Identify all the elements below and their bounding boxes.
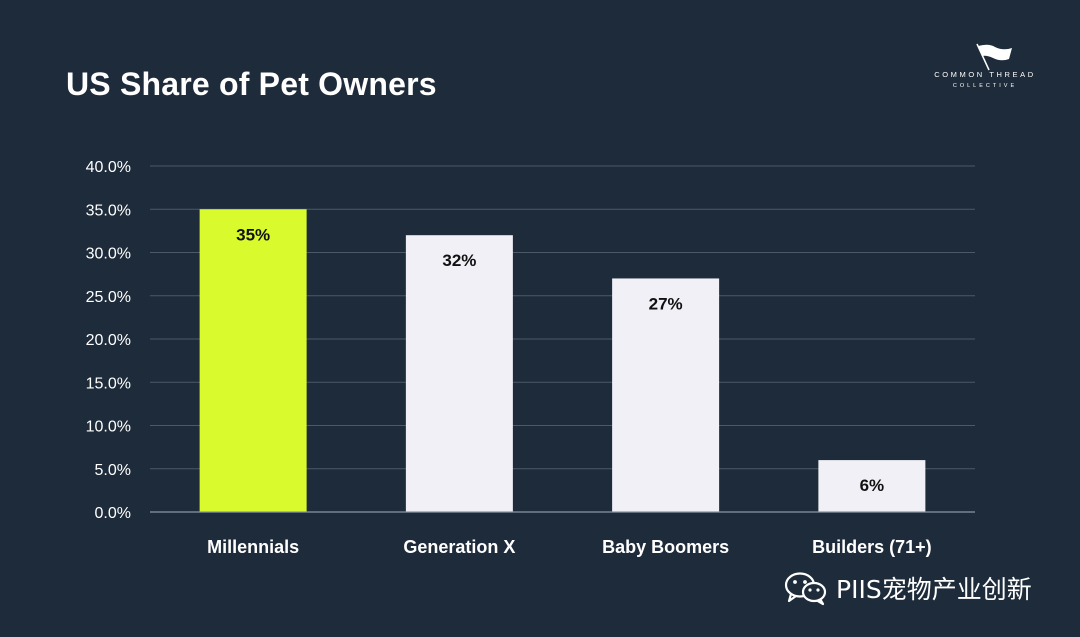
x-tick-label: Millennials: [207, 537, 299, 557]
data-label: 32%: [442, 251, 476, 270]
data-label: 35%: [236, 225, 270, 244]
x-tick-label: Baby Boomers: [602, 537, 729, 557]
logo-line2: COLLECTIVE: [952, 83, 1018, 89]
bar-builders-71: [818, 460, 926, 512]
watermark: PIIS宠物产业创新: [784, 570, 1032, 606]
y-tick-label: 30.0%: [86, 246, 131, 263]
y-tick-label: 20.0%: [86, 332, 131, 349]
common-thread-logo: COMMON THREAD COLLECTIVE: [925, 42, 1045, 94]
bar-baby-boomers: [612, 278, 720, 512]
y-tick-label: 35.0%: [86, 202, 131, 219]
watermark-text: PIIS宠物产业创新: [836, 575, 1032, 604]
y-tick-label: 10.0%: [86, 419, 131, 436]
x-tick-label: Builders (71+): [812, 537, 932, 557]
flag-icon: [976, 43, 1012, 71]
y-tick-label: 15.0%: [86, 375, 131, 392]
bar-millennials: [199, 209, 307, 512]
data-label: 6%: [860, 476, 885, 495]
y-tick-label: 5.0%: [95, 462, 131, 479]
y-tick-label: 25.0%: [86, 289, 131, 306]
y-tick-label: 0.0%: [95, 505, 131, 522]
data-label: 27%: [649, 294, 683, 313]
y-tick-label: 40.0%: [86, 159, 131, 176]
bar-generation-x: [405, 235, 513, 512]
chart-title: US Share of Pet Owners: [66, 66, 437, 102]
wechat-icon: [784, 572, 827, 606]
logo-line1: COMMON THREAD: [934, 70, 1036, 79]
x-tick-label: Generation X: [403, 537, 515, 557]
